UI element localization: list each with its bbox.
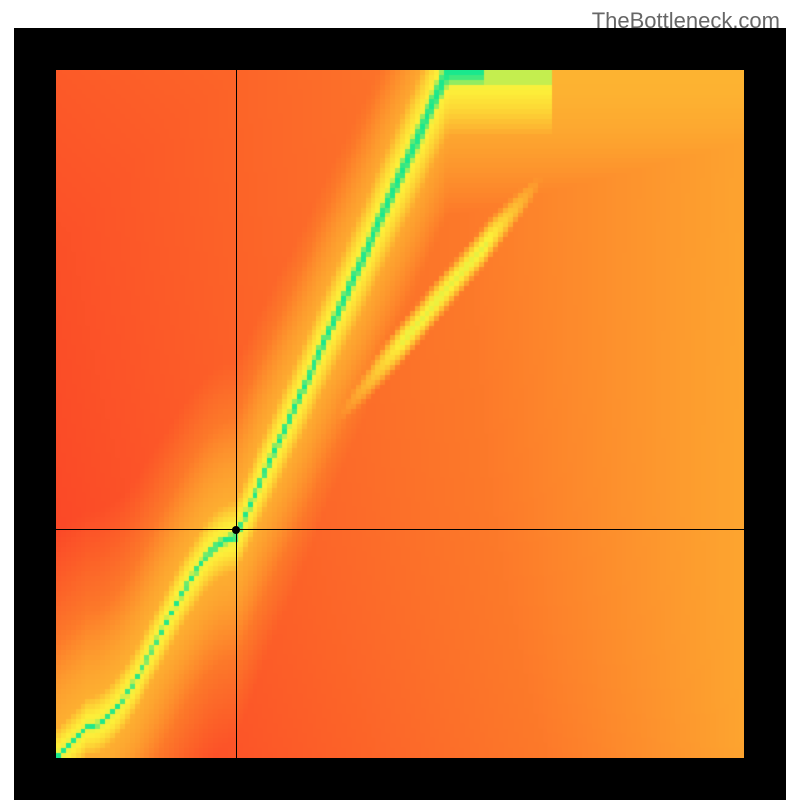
heatmap-canvas: [56, 70, 744, 758]
plot-frame: [14, 28, 786, 800]
crosshair-vertical: [236, 70, 237, 758]
crosshair-horizontal: [56, 529, 744, 530]
watermark-text: TheBottleneck.com: [592, 8, 780, 34]
chart-container: TheBottleneck.com: [0, 0, 800, 800]
heatmap-plot: [56, 70, 744, 758]
crosshair-marker: [232, 526, 240, 534]
